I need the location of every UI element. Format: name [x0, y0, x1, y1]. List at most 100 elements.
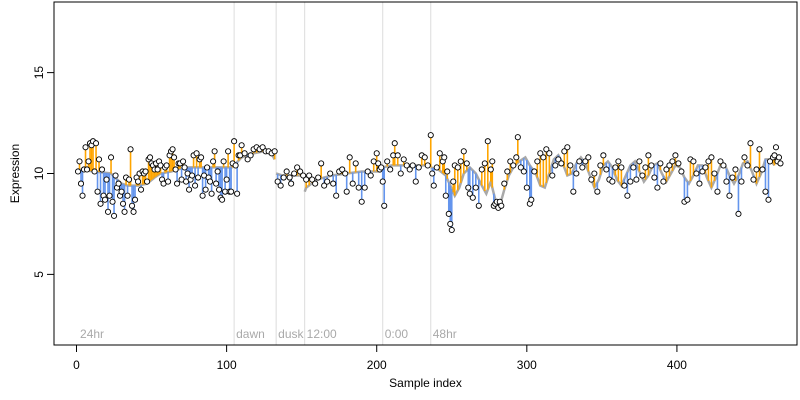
data-point	[481, 160, 488, 167]
data-point	[777, 160, 784, 167]
data-point	[219, 196, 226, 203]
data-point	[384, 158, 391, 165]
data-point	[457, 158, 464, 165]
data-point	[297, 168, 304, 175]
data-point	[115, 180, 122, 187]
x-axis: 0 100 200 300 400	[73, 344, 687, 372]
data-point	[531, 168, 538, 175]
data-point	[121, 208, 128, 215]
data-point	[454, 164, 461, 171]
data-point	[403, 162, 410, 169]
data-point	[342, 170, 349, 177]
data-point	[91, 168, 98, 175]
data-point	[82, 144, 89, 151]
data-point	[645, 152, 652, 159]
data-point	[753, 166, 760, 173]
data-point	[165, 178, 172, 185]
data-point	[174, 180, 181, 187]
data-point	[208, 190, 215, 197]
data-point	[552, 162, 559, 169]
x-axis-label: Sample index	[389, 376, 462, 390]
data-point	[501, 180, 508, 187]
data-point	[603, 166, 610, 173]
data-point	[138, 186, 145, 193]
data-point	[400, 156, 407, 163]
data-point	[448, 226, 455, 234]
data-point	[406, 166, 413, 173]
data-point	[759, 166, 766, 173]
data-point	[79, 192, 86, 199]
data-point	[615, 158, 622, 165]
data-point	[142, 168, 149, 175]
x-tick-label: 100	[217, 358, 237, 372]
data-point	[750, 176, 757, 183]
data-point	[312, 180, 319, 187]
data-point	[445, 210, 452, 217]
data-point	[594, 188, 601, 195]
data-point	[277, 182, 284, 189]
data-point	[315, 174, 322, 181]
data-point	[339, 166, 346, 173]
data-point	[126, 176, 133, 183]
data-point	[582, 158, 589, 165]
data-point	[94, 188, 101, 195]
data-point	[204, 164, 211, 171]
data-point	[636, 158, 643, 165]
data-point	[104, 208, 112, 215]
data-point	[507, 158, 514, 165]
data-point	[300, 172, 307, 179]
data-point	[231, 138, 238, 145]
data-point	[756, 146, 763, 153]
annotation-label: dusk	[278, 327, 304, 341]
data-point	[573, 170, 580, 177]
data-point	[318, 160, 325, 167]
data-point	[775, 154, 783, 161]
data-point	[424, 162, 431, 169]
data-point	[77, 180, 85, 187]
data-point	[444, 168, 451, 175]
data-point	[762, 188, 769, 195]
data-point	[95, 156, 103, 163]
data-point	[421, 154, 428, 161]
data-point	[714, 188, 721, 195]
data-point	[621, 182, 628, 189]
annotation-label: 48hr	[433, 327, 457, 341]
data-point	[430, 182, 437, 189]
data-point	[109, 198, 116, 205]
data-point	[487, 166, 494, 173]
data-point	[720, 162, 727, 169]
data-point	[202, 186, 209, 193]
data-point	[642, 164, 649, 171]
data-point	[283, 168, 290, 175]
data-point	[321, 182, 328, 189]
data-point	[441, 154, 448, 161]
data-point	[375, 160, 382, 167]
data-point	[119, 200, 127, 207]
data-point	[639, 172, 646, 179]
data-point	[394, 152, 401, 159]
data-point	[101, 196, 109, 203]
x-tick-label: 200	[367, 358, 387, 372]
data-point	[618, 164, 625, 171]
data-point	[633, 176, 640, 183]
data-point	[732, 166, 739, 173]
data-point	[367, 172, 374, 179]
data-point	[211, 148, 218, 155]
data-point	[546, 150, 553, 157]
data-point	[346, 154, 353, 161]
data-point	[228, 188, 235, 195]
data-point	[327, 170, 334, 177]
data-point	[412, 178, 419, 185]
data-point	[306, 172, 313, 179]
data-point	[648, 162, 655, 169]
data-point	[280, 174, 287, 181]
data-point	[92, 140, 100, 147]
data-point	[130, 208, 137, 215]
data-point	[765, 196, 772, 203]
residual-layer	[77, 135, 776, 230]
data-point	[705, 158, 712, 165]
data-point	[144, 178, 151, 185]
data-point	[555, 156, 562, 163]
data-point	[127, 146, 134, 153]
